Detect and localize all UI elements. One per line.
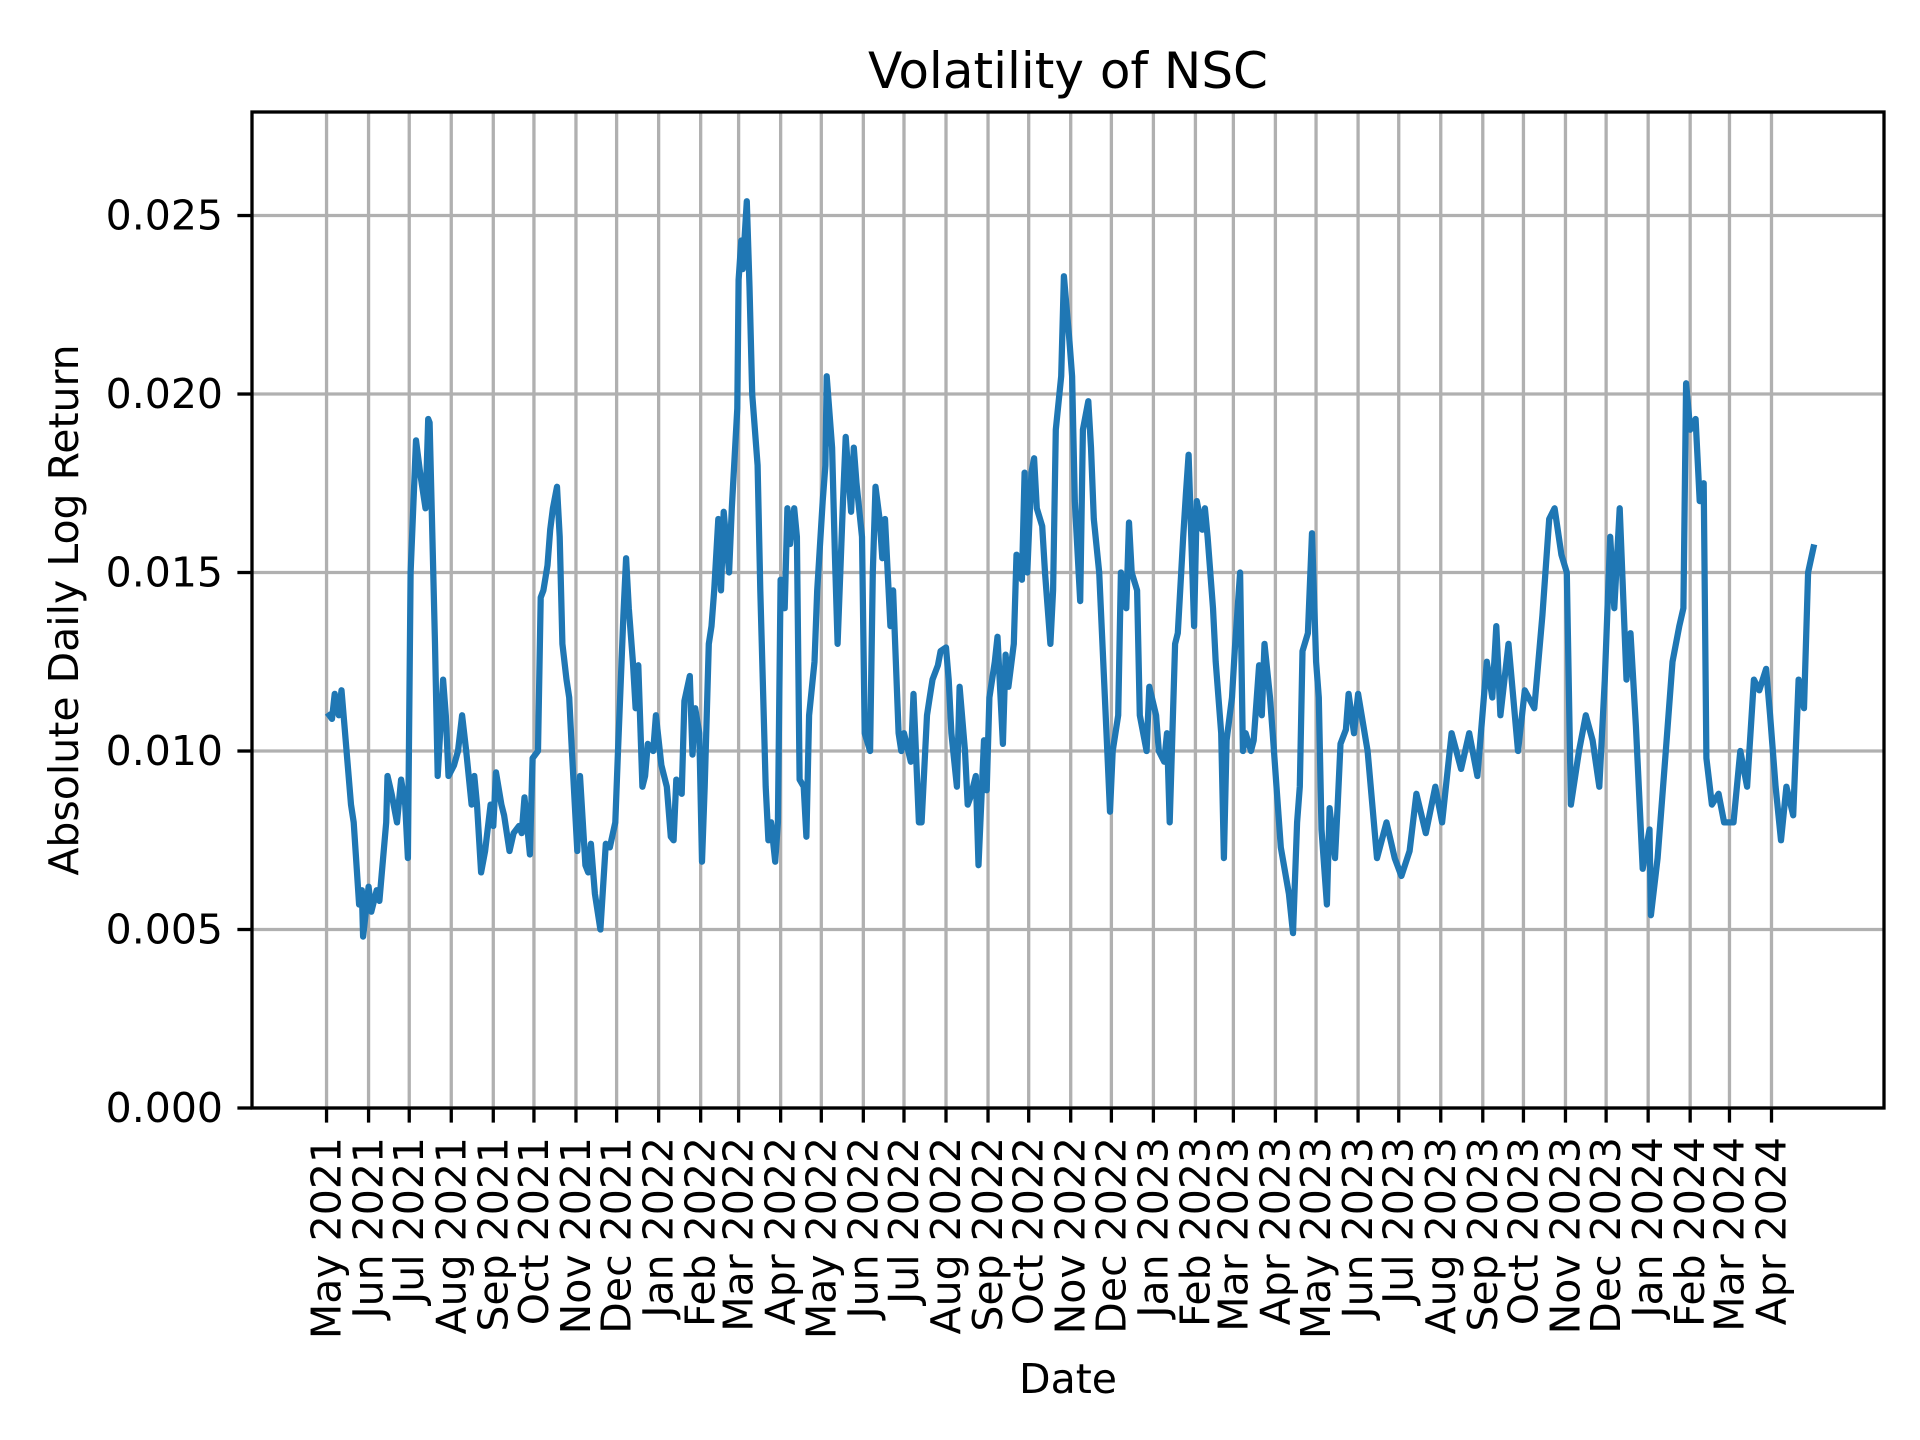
x-tick-label: Aug 2021 xyxy=(427,1137,475,1334)
x-tick-label: Sep 2021 xyxy=(469,1137,517,1332)
x-tick-label: Jul 2023 xyxy=(1375,1137,1423,1307)
x-tick-label: Sep 2023 xyxy=(1459,1137,1507,1332)
x-tick-label: Jan 2023 xyxy=(1129,1137,1177,1321)
x-tick-label: Oct 2021 xyxy=(510,1137,558,1325)
x-tick-label: Aug 2023 xyxy=(1417,1137,1465,1334)
y-tick-label: 0.025 xyxy=(106,192,223,240)
x-tick-label: Dec 2022 xyxy=(1087,1137,1135,1334)
x-tick-label: Nov 2022 xyxy=(1047,1137,1095,1334)
x-tick-label: Oct 2022 xyxy=(1005,1137,1053,1325)
x-axis-label: Date xyxy=(1019,1355,1117,1403)
x-tick-label: Apr 2023 xyxy=(1251,1137,1299,1325)
y-axis: 0.000 0.005 0.010 0.015 0.020 0.025 xyxy=(106,192,252,1132)
x-tick-label: Mar 2023 xyxy=(1209,1137,1257,1332)
x-tick-label: Mar 2022 xyxy=(715,1137,763,1332)
x-tick-label: Aug 2022 xyxy=(922,1137,970,1334)
x-tick-label: May 2022 xyxy=(797,1137,845,1339)
axes-frame xyxy=(250,110,1886,1110)
x-tick-label: Feb 2022 xyxy=(677,1137,725,1327)
y-tick-label: 0.015 xyxy=(106,549,223,597)
y-tick-label: 0.000 xyxy=(106,1084,223,1132)
y-tick-label: 0.010 xyxy=(106,727,223,775)
grid xyxy=(252,112,1884,1110)
x-tick-label: Oct 2023 xyxy=(1499,1137,1547,1325)
x-tick-label: Mar 2024 xyxy=(1705,1137,1753,1332)
y-tick-label: 0.020 xyxy=(106,370,223,418)
x-tick-label: Nov 2021 xyxy=(552,1137,600,1334)
x-tick-label: Jan 2024 xyxy=(1624,1137,1672,1321)
x-tick-label: Dec 2021 xyxy=(593,1137,641,1334)
x-tick-label: Apr 2022 xyxy=(757,1137,805,1325)
x-tick-label: Jun 2022 xyxy=(839,1137,887,1321)
chart-title: Volatility of NSC xyxy=(868,42,1268,100)
x-tick-label: Jun 2023 xyxy=(1334,1137,1382,1321)
x-tick-label: Dec 2023 xyxy=(1582,1137,1630,1334)
x-tick-label: Jul 2022 xyxy=(880,1137,928,1307)
x-tick-label: Sep 2022 xyxy=(964,1137,1012,1332)
volatility-line xyxy=(324,198,1818,940)
x-tick-label: Feb 2024 xyxy=(1666,1137,1714,1327)
x-tick-label: Nov 2023 xyxy=(1541,1137,1589,1334)
x-tick-label: May 2023 xyxy=(1292,1137,1340,1339)
x-tick-label: Feb 2023 xyxy=(1171,1137,1219,1327)
y-axis-label: Absolute Daily Log Return xyxy=(40,344,88,875)
y-tick-label: 0.005 xyxy=(106,906,223,954)
series-layer xyxy=(324,198,1818,940)
x-tick-label: May 2021 xyxy=(303,1137,351,1339)
x-tick-label: Apr 2024 xyxy=(1747,1137,1795,1325)
x-tick-label: Jun 2021 xyxy=(345,1137,393,1321)
x-tick-label: Jan 2022 xyxy=(635,1137,683,1321)
x-tick-label: Jul 2021 xyxy=(385,1137,433,1307)
